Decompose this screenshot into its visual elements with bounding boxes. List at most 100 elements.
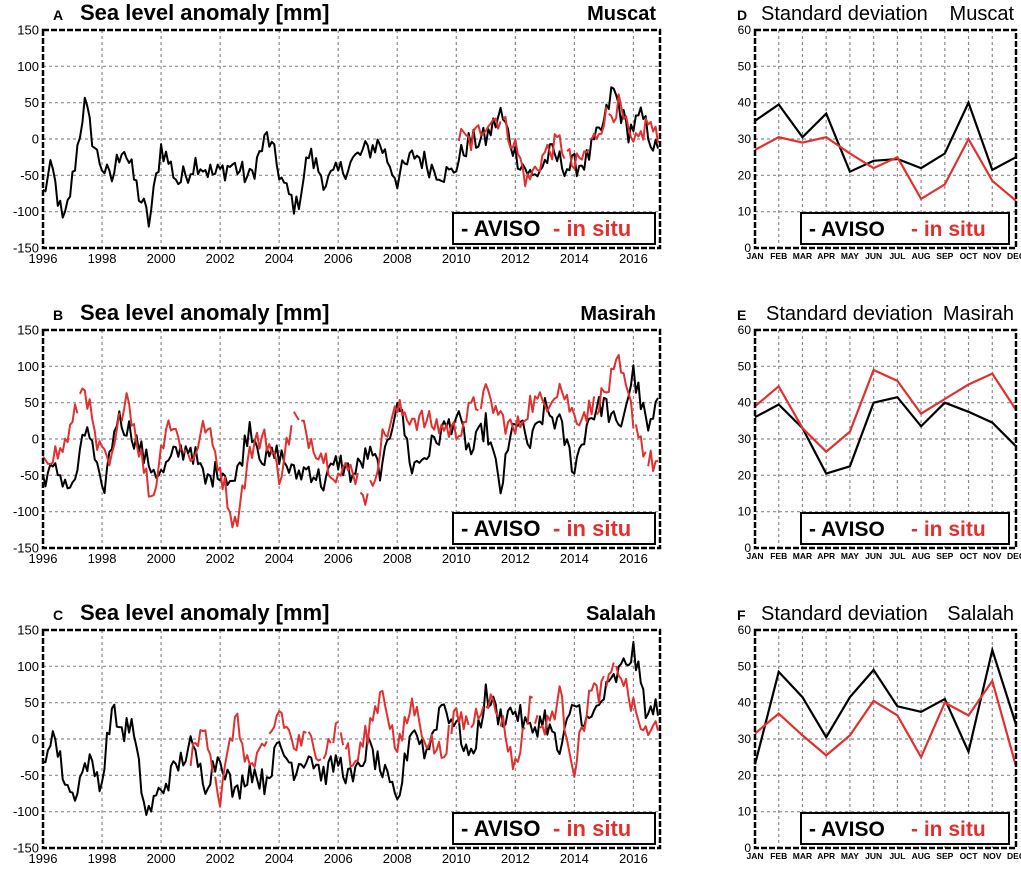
y-tick-label: 50 bbox=[738, 359, 752, 373]
legend-insitu-label: - in situ bbox=[911, 518, 986, 541]
x-tick-label: 2002 bbox=[206, 251, 235, 266]
series-line-aviso bbox=[42, 640, 659, 816]
legend-box bbox=[452, 512, 656, 545]
x-tick-label: 1998 bbox=[88, 551, 117, 566]
y-tick-label: 150 bbox=[17, 23, 39, 38]
x-tick-label: 2012 bbox=[501, 551, 530, 566]
panel-title: Sea level anomaly [mm] bbox=[80, 600, 329, 625]
legend-box bbox=[452, 812, 656, 845]
legend-aviso-label: - AVISO bbox=[809, 518, 885, 541]
y-tick-label: 50 bbox=[25, 695, 39, 710]
y-tick-label: -100 bbox=[13, 804, 39, 819]
x-tick-label: DEC bbox=[1007, 251, 1021, 261]
y-tick-label: 150 bbox=[17, 323, 39, 338]
legend-box bbox=[800, 212, 1010, 245]
y-tick-label: 30 bbox=[738, 132, 752, 146]
y-tick-label: -150 bbox=[13, 241, 39, 256]
legend-box bbox=[452, 212, 656, 245]
x-tick-label: DEC bbox=[1007, 551, 1021, 561]
station-name: Masirah bbox=[580, 303, 656, 325]
series-line-insitu bbox=[189, 662, 659, 808]
x-tick-label: 2000 bbox=[147, 251, 176, 266]
y-tick-label: -100 bbox=[13, 504, 39, 519]
panel-letter: A bbox=[53, 7, 63, 23]
x-tick-label: 1996 bbox=[29, 251, 58, 266]
legend-box bbox=[800, 812, 1010, 845]
y-tick-label: 60 bbox=[738, 23, 752, 37]
x-tick-label: NOV bbox=[983, 851, 1002, 861]
legend-insitu-label: - in situ bbox=[911, 218, 986, 241]
plot-frame bbox=[41, 328, 662, 550]
panel-letter: C bbox=[53, 607, 63, 623]
series-line-aviso bbox=[753, 645, 1018, 765]
x-tick-label: 2004 bbox=[265, 551, 294, 566]
x-tick-label: APR bbox=[817, 251, 835, 261]
y-tick-label: 50 bbox=[738, 659, 752, 673]
x-tick-label: JUL bbox=[889, 251, 905, 261]
x-tick-label: 2012 bbox=[501, 251, 530, 266]
legend: - AVISO - in situ bbox=[452, 812, 656, 845]
plot-frame bbox=[753, 628, 1018, 850]
legend-aviso-label: - AVISO bbox=[461, 216, 540, 241]
panel-title: Standard deviation bbox=[761, 603, 928, 625]
x-tick-label: 1998 bbox=[88, 851, 117, 866]
y-tick-label: 0 bbox=[32, 132, 39, 147]
panel-letter: D bbox=[737, 7, 747, 23]
series-line-aviso bbox=[754, 99, 1017, 174]
plot-frame bbox=[753, 328, 1018, 550]
panel-b: 1996 1998 2000 2002 2004 2006 2008 2010 2012 2014… bbox=[13, 300, 662, 566]
y-tick-label: -150 bbox=[13, 841, 39, 856]
x-tick-label: 2016 bbox=[619, 251, 648, 266]
x-tick-label: JUN bbox=[865, 251, 882, 261]
panel-c: 1996 1998 2000 2002 2004 2006 2008 2010 2012 2014… bbox=[13, 600, 662, 866]
x-tick-label: 2008 bbox=[383, 851, 412, 866]
x-tick-label: 2014 bbox=[560, 251, 589, 266]
gridlines bbox=[43, 30, 660, 248]
y-tick-label: 10 bbox=[738, 205, 752, 219]
x-tick-label: 2014 bbox=[560, 551, 589, 566]
legend: - AVISO - in situ bbox=[452, 512, 656, 545]
x-tick-label: JAN bbox=[746, 251, 763, 261]
x-tick-label: 2014 bbox=[560, 851, 589, 866]
panel-a: 1996 1998 2000 2002 2004 2006 2008 2010 2012 2014… bbox=[13, 0, 662, 266]
y-tick-label: 50 bbox=[738, 59, 752, 73]
station-name: Salalah bbox=[586, 603, 656, 625]
x-tick-label: 1996 bbox=[29, 551, 58, 566]
x-tick-label: 2000 bbox=[147, 851, 176, 866]
y-tick-label: 100 bbox=[17, 59, 39, 74]
x-tick-label: MAR bbox=[793, 551, 812, 561]
x-tick-label: AUG bbox=[912, 551, 931, 561]
x-tick-label: 2010 bbox=[442, 551, 471, 566]
x-tick-label: MAR bbox=[793, 851, 812, 861]
x-tick-label: AUG bbox=[912, 251, 931, 261]
x-tick-label: 2016 bbox=[619, 551, 648, 566]
x-tick-label: JAN bbox=[746, 551, 763, 561]
legend: - AVISO - in situ bbox=[800, 512, 1010, 545]
y-tick-label: 50 bbox=[25, 95, 39, 110]
legend-box bbox=[800, 512, 1010, 545]
legend-insitu-label: - in situ bbox=[553, 216, 631, 241]
series-line-insitu bbox=[754, 368, 1017, 454]
series-line-aviso bbox=[42, 364, 659, 495]
plot-frame bbox=[753, 28, 1018, 250]
panel-f: JAN FEB MAR APR MAY JUN JUL AUG SEP OCT NOV DEC 0 10 2… bbox=[737, 603, 1021, 861]
panel-letter: E bbox=[737, 307, 746, 323]
gridlines bbox=[755, 30, 1016, 248]
x-tick-label: MAY bbox=[841, 251, 859, 261]
series-line-insitu bbox=[457, 93, 659, 188]
station-name: Masirah bbox=[943, 303, 1014, 325]
station-name: Muscat bbox=[587, 3, 656, 25]
legend-insitu-label: - in situ bbox=[911, 818, 986, 841]
x-tick-label: MAY bbox=[841, 851, 859, 861]
y-tick-label: 0 bbox=[744, 841, 751, 855]
y-tick-label: -50 bbox=[20, 168, 39, 183]
legend: - AVISO - in situ bbox=[452, 212, 656, 245]
series-line-aviso bbox=[754, 395, 1017, 475]
panel-letter: B bbox=[53, 307, 63, 323]
y-tick-label: 100 bbox=[17, 659, 39, 674]
panel-d: JAN FEB MAR APR MAY JUN JUL AUG SEP OCT NOV DEC 0 10 2… bbox=[737, 3, 1021, 261]
x-tick-label: FEB bbox=[770, 551, 787, 561]
y-tick-label: 40 bbox=[738, 696, 752, 710]
x-tick-label: 2016 bbox=[619, 851, 648, 866]
